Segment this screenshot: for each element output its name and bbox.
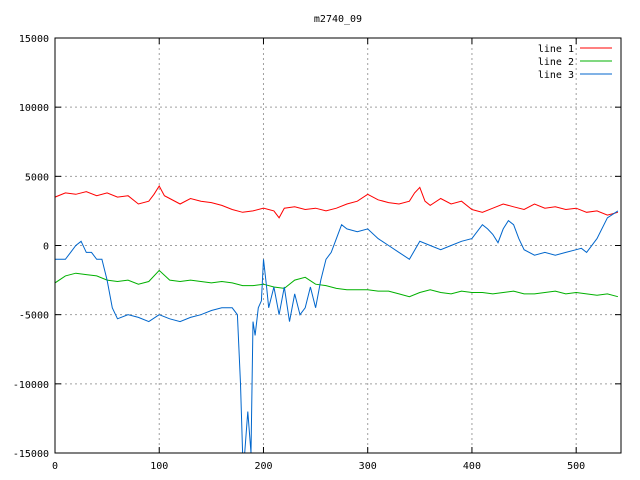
y-tick-label: 15000	[19, 34, 49, 45]
y-tick-label: -10000	[13, 380, 49, 391]
series-lines	[55, 185, 619, 453]
y-tick-label: 10000	[19, 103, 49, 114]
x-tick-label: 400	[463, 461, 481, 472]
series-line-1	[55, 185, 619, 219]
legend-label-3: line 3	[538, 70, 574, 81]
legend-label-1: line 1	[538, 44, 574, 55]
legend: line 1 line 2 line 3	[538, 44, 612, 81]
y-tick-label: 0	[43, 242, 49, 253]
x-tick-label: 200	[254, 461, 272, 472]
series-line-3	[55, 210, 619, 453]
series-line-2	[55, 269, 619, 298]
x-tick-label: 0	[52, 461, 58, 472]
x-tick-label: 300	[359, 461, 377, 472]
legend-label-2: line 2	[538, 57, 574, 68]
y-tick-label: 5000	[25, 172, 49, 183]
x-tick-label: 100	[150, 461, 168, 472]
y-tick-label: -15000	[13, 449, 49, 460]
grid-lines	[55, 38, 621, 453]
tick-labels: -15000 -10000 -5000 0 5000 10000 15000 0 100 200 3…	[13, 34, 585, 472]
y-tick-label: -5000	[19, 311, 49, 322]
chart-title: m2740_09	[314, 14, 362, 25]
axis-ticks	[54, 37, 621, 454]
x-tick-label: 500	[567, 461, 585, 472]
